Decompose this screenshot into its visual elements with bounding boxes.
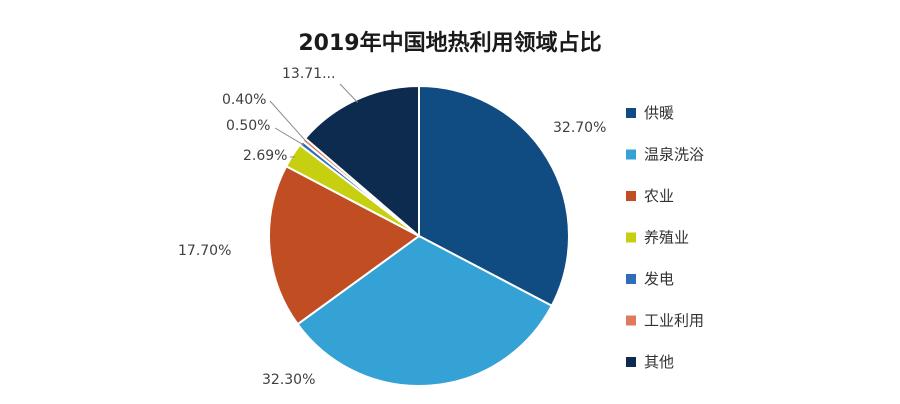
data-label-5: 0.50% — [226, 118, 270, 134]
data-label-2: 32.30% — [262, 372, 315, 388]
data-label-6: 0.40% — [222, 92, 266, 108]
legend-label-3: 农业 — [644, 187, 674, 205]
pie-slice-7 — [303, 84, 420, 239]
leader-line-5 — [274, 127, 304, 146]
legend-label-1: 供暖 — [644, 104, 674, 122]
leader-lines — [269, 83, 358, 158]
pie-slice-3 — [268, 164, 421, 326]
leader-line-6 — [269, 100, 307, 143]
legend-swatch-7 — [626, 357, 636, 367]
legend-label-5: 发电 — [644, 270, 674, 288]
data-label-1: 32.70% — [553, 120, 606, 136]
pie-slice-2 — [296, 234, 554, 387]
legend-label-4: 养殖业 — [644, 229, 689, 247]
data-label-4: 2.69% — [243, 148, 287, 164]
legend-swatch-5 — [626, 274, 636, 284]
legend-label-6: 工业利用 — [644, 312, 704, 330]
legend-label-2: 温泉洗浴 — [644, 146, 704, 164]
chart-title: 2019年中国地热利用领域占比 — [298, 30, 601, 56]
legend-swatch-6 — [626, 315, 636, 326]
data-label-7: 13.71... — [282, 66, 335, 82]
data-labels: 32.70% 32.30% 17.70% 2.69% 0.50% 0.40% 13.71..… — [178, 66, 606, 388]
legend-swatch-2 — [626, 149, 636, 160]
data-label-3: 17.70% — [178, 243, 231, 259]
pie-slice-1 — [418, 84, 570, 308]
legend-swatch-4 — [626, 232, 636, 243]
legend-swatch-1 — [626, 108, 636, 118]
legend-label-7: 其他 — [644, 353, 674, 371]
legend-swatch-3 — [626, 191, 636, 201]
pie-slices — [268, 84, 570, 387]
leader-line-7 — [339, 83, 358, 103]
